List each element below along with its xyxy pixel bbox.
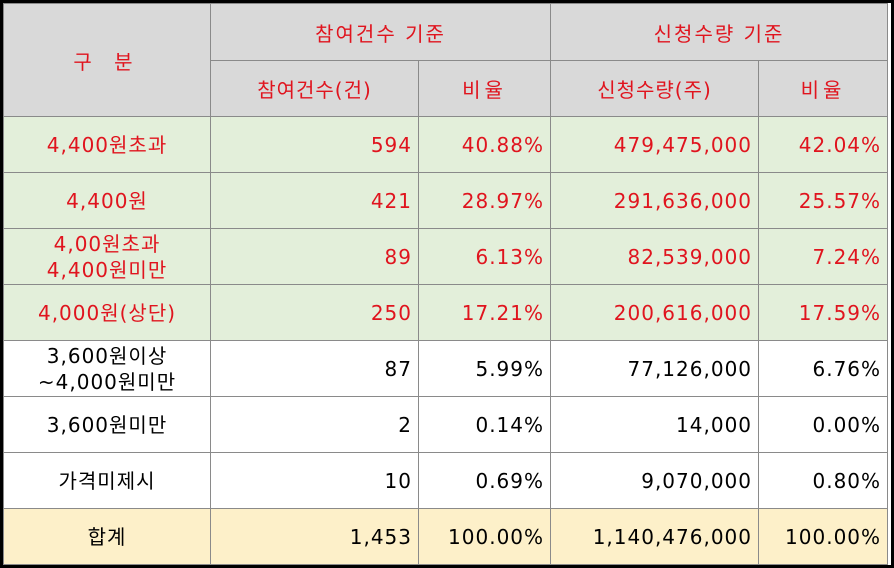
row-quantity: 479,475,000 (550, 116, 760, 173)
header-category: 구 분 (3, 3, 211, 117)
row-quantity: 291,636,000 (550, 172, 760, 229)
row-ratio-1: 0.14% (417, 396, 552, 453)
row-label-line: 4,400원미만 (46, 257, 168, 282)
row-label: 3,600원이상 ~4,000원미만 (3, 340, 211, 397)
row-ratio-1: 40.88% (417, 116, 552, 173)
row-label-line: ~4,000원미만 (37, 369, 177, 394)
table-row: 4,400원초과 594 40.88% 479,475,000 42.04% (3, 116, 889, 173)
row-label: 4,000원(상단) (3, 284, 211, 341)
total-label: 합계 (3, 508, 211, 565)
row-quantity: 9,070,000 (550, 452, 760, 509)
row-quantity: 14,000 (550, 396, 760, 453)
row-ratio-2: 6.76% (758, 340, 889, 397)
row-ratio-2: 7.24% (758, 228, 889, 285)
total-quantity: 1,140,476,000 (550, 508, 760, 565)
row-label: 4,00원초과 4,400원미만 (3, 228, 211, 285)
row-label: 3,600원미만 (3, 396, 211, 453)
row-label-line: 4,00원초과 (53, 231, 161, 256)
total-ratio-2: 100.00% (758, 508, 889, 565)
header-group-quantity: 신청수량 기준 (550, 3, 889, 61)
row-count: 421 (210, 172, 419, 229)
row-label-line: 3,600원미만 (46, 412, 168, 437)
demand-forecast-table: 구 분 참여건수 기준 신청수량 기준 참여건수(건) 비율 신청수량(주) 비… (3, 3, 889, 565)
row-label-line: 3,600원이상 (46, 343, 168, 368)
row-ratio-1: 6.13% (417, 228, 552, 285)
row-quantity: 77,126,000 (550, 340, 760, 397)
header-ratio-2: 비율 (758, 60, 889, 117)
table-row: 4,000원(상단) 250 17.21% 200,616,000 17.59% (3, 284, 889, 341)
row-ratio-1: 17.21% (417, 284, 552, 341)
table-row: 4,400원 421 28.97% 291,636,000 25.57% (3, 172, 889, 229)
header-group-participation: 참여건수 기준 (209, 3, 552, 61)
row-ratio-1: 28.97% (417, 172, 552, 229)
row-ratio-2: 0.00% (758, 396, 889, 453)
row-ratio-1: 0.69% (417, 452, 552, 509)
row-label: 4,400원초과 (3, 116, 211, 173)
header-ratio-1: 비율 (417, 60, 552, 117)
row-label-line: 4,400원초과 (46, 132, 168, 157)
row-ratio-2: 0.80% (758, 452, 889, 509)
row-label: 가격미제시 (3, 452, 211, 509)
row-ratio-2: 25.57% (758, 172, 889, 229)
row-count: 87 (210, 340, 419, 397)
table-row: 3,600원이상 ~4,000원미만 87 5.99% 77,126,000 6… (3, 340, 889, 397)
row-label-line: 가격미제시 (58, 468, 156, 493)
row-quantity: 200,616,000 (550, 284, 760, 341)
row-ratio-2: 42.04% (758, 116, 889, 173)
row-count: 594 (210, 116, 419, 173)
row-count: 10 (210, 452, 419, 509)
table-row: 4,00원초과 4,400원미만 89 6.13% 82,539,000 7.2… (3, 228, 889, 285)
row-count: 250 (210, 284, 419, 341)
header-quantity: 신청수량(주) (550, 60, 760, 117)
total-row: 합계 1,453 100.00% 1,140,476,000 100.00% (3, 508, 889, 565)
total-ratio-1: 100.00% (417, 508, 552, 565)
row-label-line: 4,000원(상단) (37, 300, 177, 325)
row-ratio-1: 5.99% (417, 340, 552, 397)
table-row: 3,600원미만 2 0.14% 14,000 0.00% (3, 396, 889, 453)
row-ratio-2: 17.59% (758, 284, 889, 341)
header-count: 참여건수(건) (210, 60, 419, 117)
row-label-line: 4,400원 (66, 188, 148, 213)
total-count: 1,453 (210, 508, 419, 565)
row-label: 4,400원 (3, 172, 211, 229)
table-row: 가격미제시 10 0.69% 9,070,000 0.80% (3, 452, 889, 509)
row-count: 2 (210, 396, 419, 453)
row-quantity: 82,539,000 (550, 228, 760, 285)
row-count: 89 (210, 228, 419, 285)
